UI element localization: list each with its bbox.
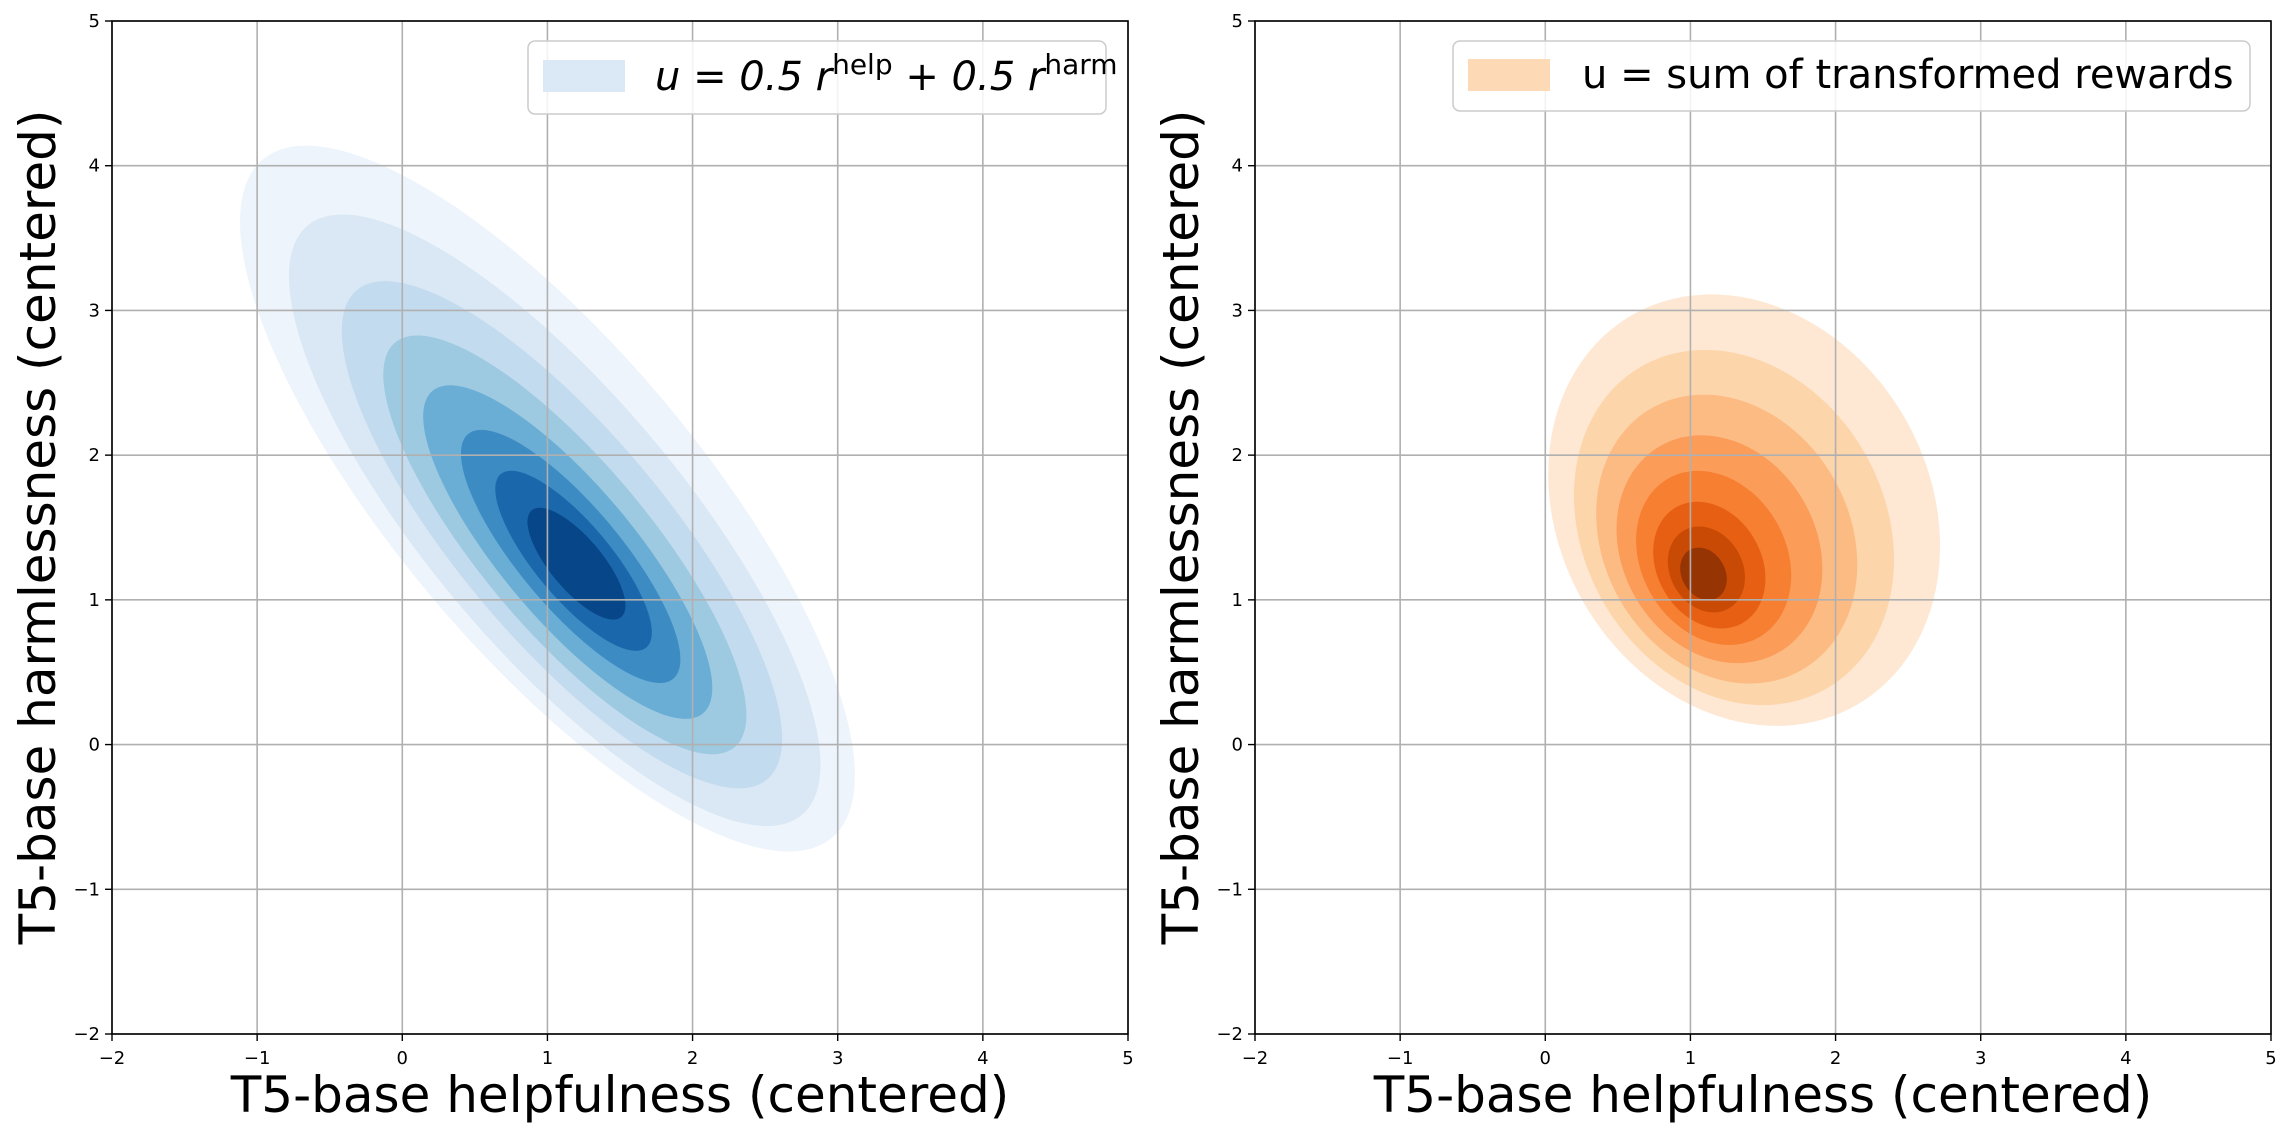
right-legend-label: u = sum of transformed rewards: [1582, 52, 2234, 98]
x-tick-label: 4: [2120, 1048, 2131, 1069]
x-tick-label: −1: [1387, 1048, 1414, 1069]
right-kde-contours: [1548, 294, 1941, 726]
right-x-axis-label: T5-base helpfulness (centered): [1373, 1066, 2152, 1124]
left-legend: u = 0.5 rhelp + 0.5 rharm: [527, 40, 1118, 115]
left-y-axis-label: T5-base harmlessness (centered): [9, 110, 67, 946]
left-legend-label-sup1: help: [832, 48, 893, 81]
x-tick-label: 1: [542, 1048, 553, 1069]
left-legend-label-main: u = 0.5 r: [655, 54, 835, 100]
y-tick-label: 3: [1232, 300, 1243, 321]
y-tick-label: 4: [1232, 156, 1243, 177]
right-axes-frame: [1254, 20, 2272, 1035]
x-tick-label: −2: [99, 1048, 126, 1069]
left-x-axis-label: T5-base helpfulness (centered): [230, 1066, 1009, 1124]
right-panel: −2 −1 0 1 2 3 4 5 −2 −1 0 1 2 3 4 5 T5-base helpfulnes…: [1152, 11, 2277, 1124]
left-axes-frame: [111, 20, 1129, 1035]
x-tick-label: 5: [1122, 1048, 1133, 1069]
x-tick-label: 3: [832, 1048, 843, 1069]
left-legend-frame: [527, 40, 1107, 115]
left-legend-label-sup2: harm: [1044, 48, 1117, 81]
y-tick-label: 0: [1232, 735, 1243, 756]
right-legend-frame: [1452, 40, 2251, 112]
y-tick-label: −1: [1216, 879, 1243, 900]
x-tick-label: 4: [977, 1048, 988, 1069]
left-legend-swatch: [543, 60, 625, 92]
y-tick-label: 1: [89, 590, 100, 611]
x-tick-label: −2: [1242, 1048, 1269, 1069]
contour-level-8: [1680, 547, 1727, 601]
left-y-ticks: −2 −1 0 1 2 3 4 5: [73, 11, 112, 1045]
x-tick-label: 5: [2265, 1048, 2276, 1069]
y-tick-label: 5: [89, 11, 100, 32]
y-tick-label: −1: [73, 879, 100, 900]
contour-level-8: [527, 507, 626, 620]
right-x-ticks: −2 −1 0 1 2 3 4 5: [1242, 1034, 2277, 1069]
left-panel: −2 −1 0 1 2 3 4 5 −2 −1 0 1 2 3 4 5 T5-base helpfulnes…: [9, 11, 1134, 1124]
right-y-ticks: −2 −1 0 1 2 3 4 5: [1216, 11, 1255, 1045]
y-tick-label: 1: [1232, 590, 1243, 611]
right-legend: u = sum of transformed rewards: [1452, 40, 2251, 112]
y-tick-label: 4: [89, 156, 100, 177]
y-tick-label: 2: [1232, 445, 1243, 466]
x-tick-label: 3: [1975, 1048, 1986, 1069]
x-tick-label: 0: [1540, 1048, 1551, 1069]
y-tick-label: 5: [1232, 11, 1243, 32]
x-tick-label: 0: [397, 1048, 408, 1069]
y-tick-label: −2: [73, 1024, 100, 1045]
right-legend-swatch: [1468, 59, 1550, 91]
y-tick-label: 3: [89, 300, 100, 321]
left-legend-label-mid: + 0.5 r: [893, 54, 1047, 100]
left-x-ticks: −2 −1 0 1 2 3 4 5: [99, 1034, 1134, 1069]
x-tick-label: 2: [687, 1048, 698, 1069]
x-tick-label: −1: [244, 1048, 271, 1069]
left-legend-label: u = 0.5 rhelp + 0.5 rharm: [655, 48, 1118, 100]
y-tick-label: 0: [89, 735, 100, 756]
x-tick-label: 2: [1830, 1048, 1841, 1069]
x-tick-label: 1: [1685, 1048, 1696, 1069]
y-tick-label: −2: [1216, 1024, 1243, 1045]
y-tick-label: 2: [89, 445, 100, 466]
right-y-axis-label: T5-base harmlessness (centered): [1152, 110, 1210, 946]
